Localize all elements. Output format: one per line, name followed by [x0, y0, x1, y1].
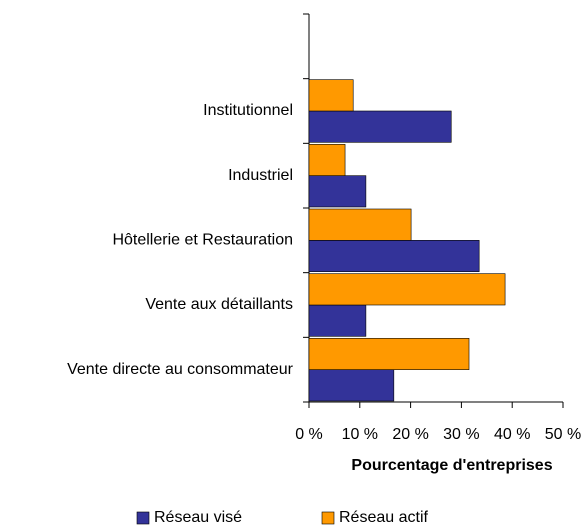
x-tick-label: 50 % [545, 426, 581, 443]
bar [308, 338, 470, 370]
bar [308, 304, 367, 337]
x-tick-label: 20 % [392, 426, 428, 443]
bar [308, 240, 480, 272]
legend-swatch [321, 511, 335, 525]
y-tick-label: Hôtellerie et Restauration [112, 232, 293, 249]
x-tick-label: 30 % [443, 426, 479, 443]
bar [308, 273, 506, 306]
x-axis-title: Pourcentage d'entreprises [351, 457, 552, 474]
x-tick-label: 0 % [295, 426, 323, 443]
y-tick-label: Vente directe au consommateur [67, 361, 294, 378]
y-tick-label: Industriel [228, 167, 293, 184]
bar [308, 208, 412, 241]
legend-label: Réseau actif [339, 509, 428, 526]
bar [308, 369, 395, 402]
y-tick-label: Institutionnel [203, 102, 293, 119]
legend-label: Réseau visé [154, 509, 242, 526]
x-tick-label: 40 % [494, 426, 530, 443]
legend-swatch [136, 511, 150, 525]
bar [308, 144, 346, 176]
bar [308, 175, 367, 208]
x-tick-label: 10 % [342, 426, 378, 443]
bar [308, 110, 452, 143]
bar [308, 79, 354, 112]
y-tick-label: Vente aux détaillants [145, 296, 293, 313]
